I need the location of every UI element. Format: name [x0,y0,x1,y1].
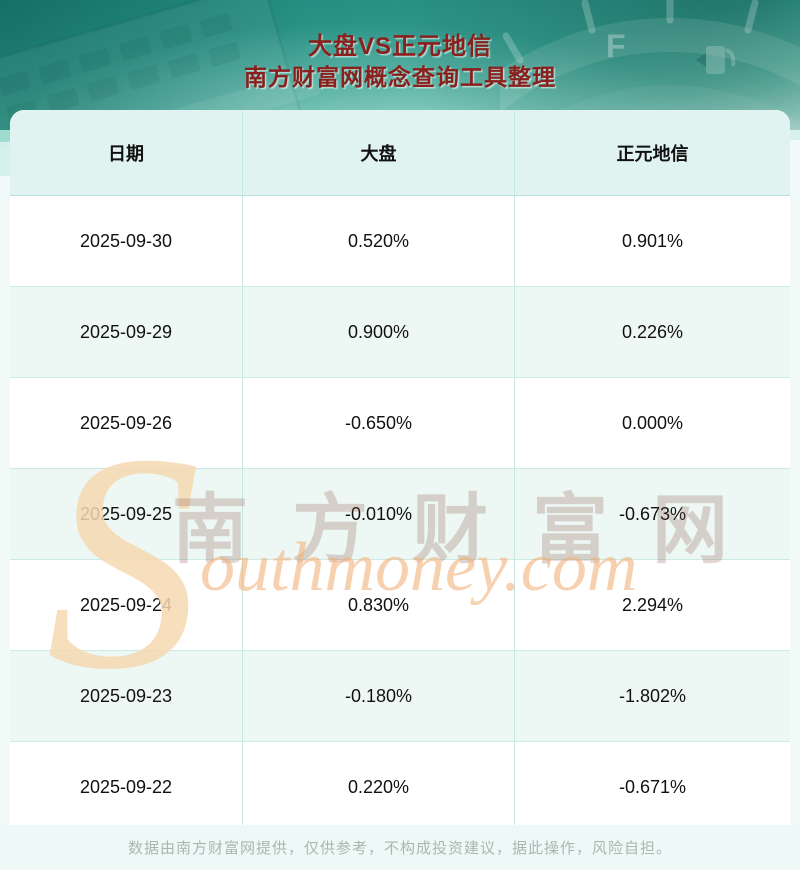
cell-stock-change: 0.000% [621,412,684,433]
table-header-row: 日期 大盘 正元地信 [10,110,790,196]
table-row: 2025-09-22 0.220% -0.671% [10,742,790,825]
cell-stock-change: 2.294% [621,594,684,615]
cell-date: 2025-09-30 [10,196,243,286]
column-header-market: 大盘 [243,110,515,195]
gauge-needle-icon [696,53,706,67]
cell-date: 2025-09-22 [10,742,243,825]
cell-market-change: -0.010% [243,469,515,559]
gauge-f-label: F [606,28,626,64]
footer: 数据由南方财富网提供，仅供参考，不构成投资建议，据此操作，风险自担。 [0,825,800,870]
cell-date: 2025-09-26 [10,378,243,468]
cell-market-change: 0.900% [243,287,515,377]
table-row: 2025-09-29 0.900% 0.226% [10,287,790,378]
cell-market-change: 0.220% [243,742,515,825]
cell-stock-change: -0.673% [618,503,687,524]
cell-market-change: 0.830% [243,560,515,650]
cell-date: 2025-09-24 [10,560,243,650]
cell-stock-change: 0.226% [621,321,684,342]
table-row: 2025-09-25 -0.010% -0.673% [10,469,790,560]
table-row: 2025-09-24 0.830% 2.294% [10,560,790,651]
footer-disclaimer: 数据由南方财富网提供，仅供参考，不构成投资建议，据此操作，风险自担。 [127,840,672,857]
table-row: 2025-09-23 -0.180% -1.802% [10,651,790,742]
cell-date: 2025-09-29 [10,287,243,377]
hero-banner [0,0,800,130]
fuel-pump-icon [706,46,725,74]
column-header-stock: 正元地信 [616,143,689,164]
cell-stock-change: -0.671% [618,776,687,797]
gauge-ticks [502,0,759,64]
cell-date: 2025-09-25 [10,469,243,559]
cell-stock-change: 0.901% [621,230,684,251]
cell-market-change: -0.650% [243,378,515,468]
cell-stock-change: -1.802% [618,685,687,706]
cell-market-change: 0.520% [243,196,515,286]
page-subtitle: 南方财富网概念查询工具整理 [244,64,556,90]
page-title: 大盘VS正元地信 [307,33,492,60]
cell-date: 2025-09-23 [10,651,243,741]
table-row: 2025-09-30 0.520% 0.901% [10,196,790,287]
cell-market-change: -0.180% [243,651,515,741]
column-header-date: 日期 [10,110,243,195]
comparison-table: 日期 大盘 正元地信 2025-09-30 0.520% 0.901% 2025… [10,110,790,825]
table-row: 2025-09-26 -0.650% 0.000% [10,378,790,469]
